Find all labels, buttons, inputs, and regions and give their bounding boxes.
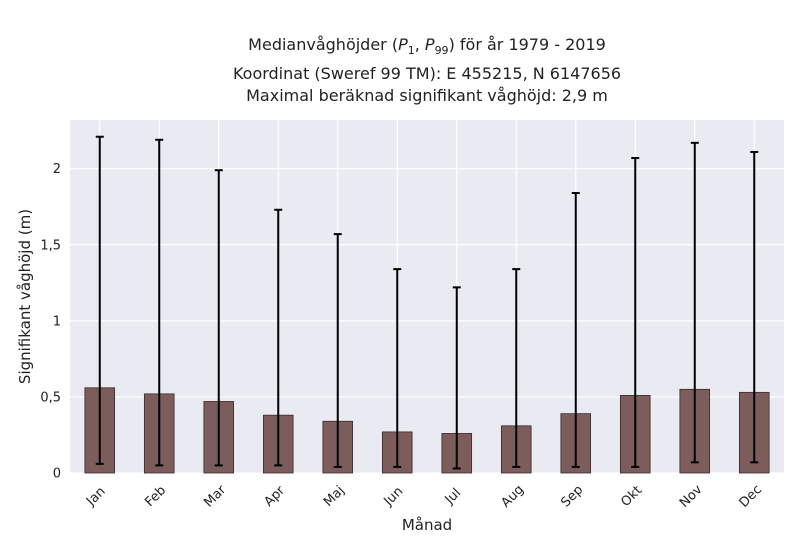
error-bar-jul <box>452 286 461 470</box>
y-tick-label: 0,5 <box>40 390 61 405</box>
chart-title-line-1: Medianvåghöjder (P1, P99) för år 1979 - … <box>248 35 606 58</box>
chart-title: Medianvåghöjder (P1, P99) för år 1979 - … <box>70 34 784 108</box>
chart-title-line-3: Maximal beräknad signifikant våghöjd: 2,… <box>246 86 608 106</box>
error-bar-sep <box>571 192 580 468</box>
x-tick-label: Maj <box>321 483 348 510</box>
error-bar-mar <box>214 169 223 467</box>
x-tick-label: Jun <box>381 484 407 510</box>
plot-area <box>70 120 784 473</box>
y-axis-label: Signifikant våghöjd (m) <box>16 209 34 384</box>
error-bar-dec <box>750 150 759 464</box>
y-tick-label: 1,5 <box>40 238 61 253</box>
error-bar-jan <box>95 135 104 465</box>
x-tick-label: Sep <box>558 483 586 511</box>
x-axis-label: Månad <box>402 516 452 534</box>
error-bars <box>95 135 759 470</box>
x-tick-label: Jan <box>83 484 108 509</box>
error-bar-feb <box>155 138 164 467</box>
x-tick-label: Aug <box>498 482 527 511</box>
error-bar-okt <box>631 157 640 468</box>
error-bar-nov <box>690 141 699 464</box>
error-bar-maj <box>333 233 342 468</box>
x-tick-labels: Jan Feb Mar Apr Maj Jun Jul Aug Sep Okt Nov Dec <box>83 482 765 511</box>
x-tick-label: Nov <box>677 482 706 511</box>
y-gridlines <box>70 168 784 474</box>
error-bar-jun <box>393 268 402 468</box>
x-tick-label: Dec <box>737 482 765 510</box>
y-tick-label: 1 <box>53 314 61 329</box>
y-tick-labels: 0 0,5 1 1,5 2 <box>40 162 61 481</box>
x-tick-label: Okt <box>618 483 645 510</box>
x-tick-label: Mar <box>201 482 229 510</box>
y-tick-label: 0 <box>53 467 61 482</box>
chart-title-line-2: Koordinat (Sweref 99 TM): E 455215, N 61… <box>232 63 622 83</box>
x-tick-label: Apr <box>262 483 289 510</box>
y-tick-label: 2 <box>53 162 61 177</box>
x-tick-label: Feb <box>142 483 169 510</box>
x-tick-label: Jul <box>442 486 464 508</box>
error-bar-aug <box>512 268 521 468</box>
error-bar-apr <box>274 208 283 467</box>
